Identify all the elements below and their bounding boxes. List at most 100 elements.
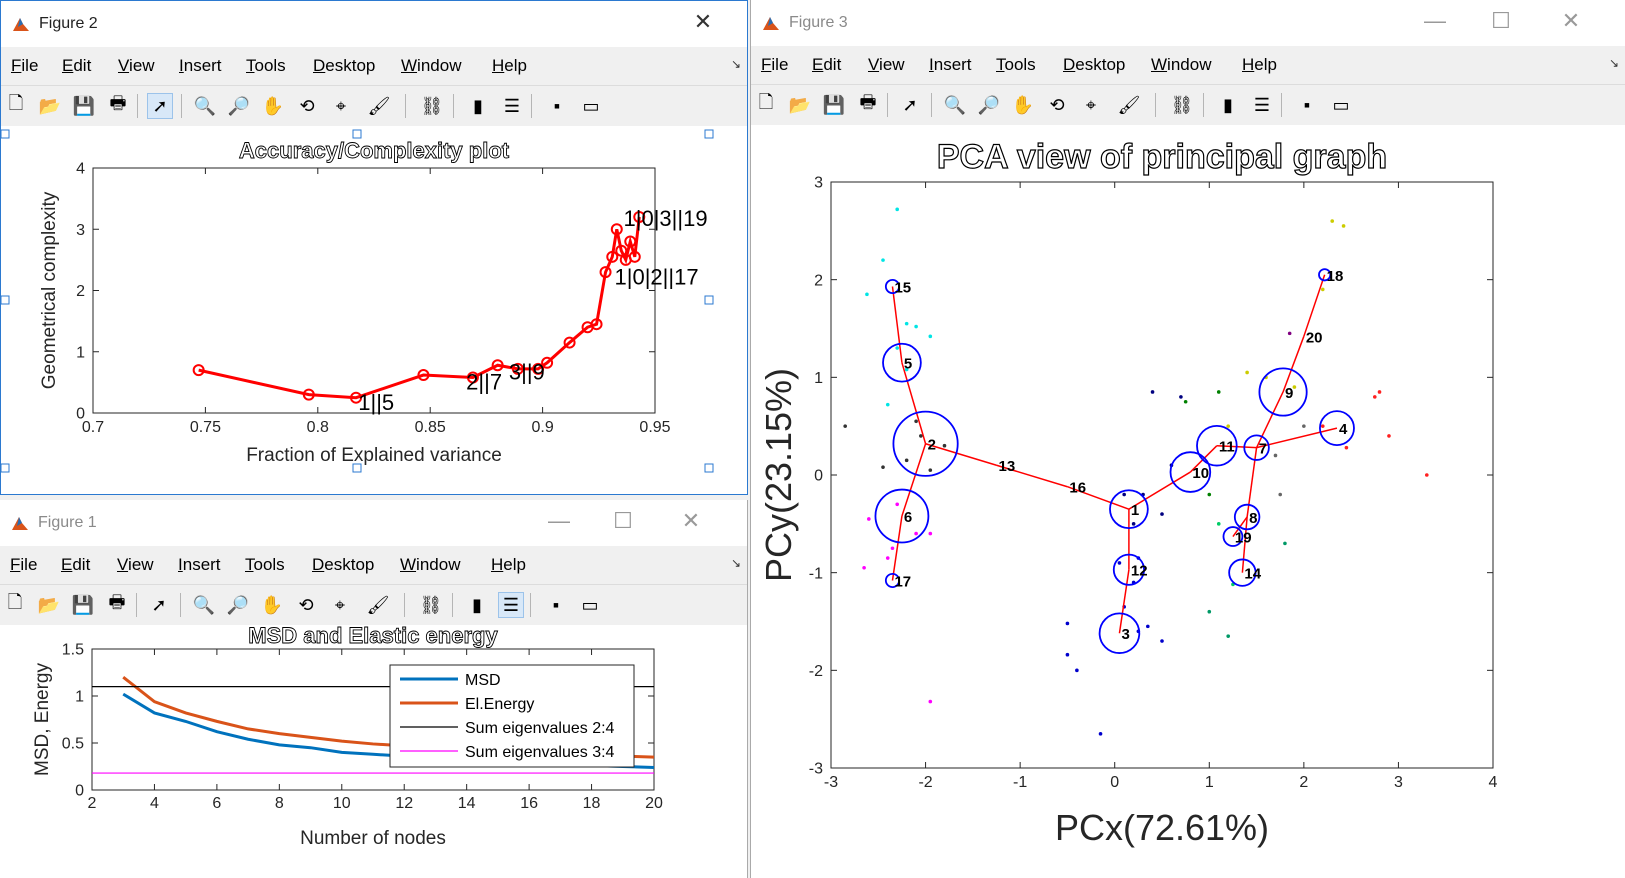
menu-insert[interactable]: Insert bbox=[179, 56, 222, 75]
data-point bbox=[895, 346, 899, 350]
menu-tools[interactable]: Tools bbox=[996, 55, 1036, 74]
minimize-button[interactable]: — bbox=[1424, 8, 1446, 33]
menu-help[interactable]: Help bbox=[1242, 55, 1277, 74]
selection-handle bbox=[1, 463, 10, 473]
menu-insert[interactable]: Insert bbox=[178, 555, 221, 574]
menu-window[interactable]: Window bbox=[400, 555, 461, 574]
link-plot-icon[interactable]: ⛓ bbox=[420, 95, 444, 116]
open-icon[interactable]: 📂 bbox=[38, 95, 62, 116]
print-icon[interactable]: 🖶 bbox=[859, 92, 877, 112]
menu-desktop[interactable]: Desktop bbox=[1063, 55, 1126, 74]
minimize-button[interactable]: — bbox=[548, 508, 570, 533]
menu-desktop[interactable]: Desktop bbox=[313, 56, 376, 75]
rotate-3d-icon[interactable]: ⟲ bbox=[299, 95, 315, 116]
data-cursor-icon[interactable]: ⌖ bbox=[335, 95, 347, 116]
menu-help[interactable]: Help bbox=[492, 56, 527, 75]
data-point bbox=[1183, 399, 1188, 404]
menu-tools[interactable]: Tools bbox=[246, 56, 286, 75]
data-point bbox=[1226, 424, 1230, 428]
zoom-out-icon[interactable]: 🔎 bbox=[227, 95, 251, 116]
zoom-in-icon[interactable]: 🔍 bbox=[943, 94, 967, 115]
legend-icon[interactable]: ☰ bbox=[498, 592, 524, 618]
graph-node bbox=[1169, 451, 1212, 493]
data-point bbox=[904, 367, 909, 372]
dock-icon[interactable]: ↘ bbox=[730, 556, 741, 570]
colorbar-icon[interactable]: ▮ bbox=[472, 594, 482, 615]
menu-view[interactable]: View bbox=[868, 55, 905, 74]
select-arrow-icon[interactable]: ➚ bbox=[151, 594, 167, 615]
new-figure-icon[interactable]: 🗋 bbox=[7, 592, 23, 612]
save-icon[interactable]: 💾 bbox=[72, 95, 96, 116]
rotate-3d-icon[interactable]: ⟲ bbox=[1049, 94, 1065, 115]
legend-icon[interactable]: ☰ bbox=[1253, 94, 1271, 115]
open-icon[interactable]: 📂 bbox=[788, 94, 812, 115]
data-cursor-icon[interactable]: ⌖ bbox=[1085, 94, 1097, 115]
menu-window[interactable]: Window bbox=[1151, 55, 1212, 74]
maximize-button[interactable]: ☐ bbox=[613, 508, 633, 533]
graph-node bbox=[884, 278, 900, 295]
data-point bbox=[942, 443, 947, 448]
zoom-in-icon[interactable]: 🔍 bbox=[193, 95, 217, 116]
msd-chart[interactable]: 2 4 6 8 10 12 14 16 18 20 0 0.5 1 1.5 MSD and Elastic … bbox=[0, 623, 746, 878]
menu-insert[interactable]: Insert bbox=[929, 55, 972, 74]
menu-window[interactable]: Window bbox=[401, 56, 462, 75]
brush-icon[interactable]: 🖌 bbox=[366, 594, 390, 615]
print-icon[interactable]: 🖶 bbox=[108, 592, 126, 612]
graph-node bbox=[1112, 553, 1145, 586]
menu-edit[interactable]: Edit bbox=[61, 555, 91, 574]
accuracy-chart[interactable]: 0.7 0.75 0.8 0.85 0.9 0.95 0 1 2 3 4 Accuracy/Compl… bbox=[1, 126, 747, 495]
maximize-button[interactable]: ☐ bbox=[1491, 8, 1511, 33]
legend-icon[interactable]: ☰ bbox=[503, 95, 521, 116]
data-point bbox=[1387, 434, 1391, 438]
close-button[interactable]: ✕ bbox=[693, 9, 713, 34]
save-icon[interactable]: 💾 bbox=[71, 594, 95, 615]
select-arrow-icon[interactable]: ➚ bbox=[902, 94, 918, 115]
pan-hand-icon[interactable]: ✋ bbox=[260, 594, 284, 615]
rotate-3d-icon[interactable]: ⟲ bbox=[298, 594, 314, 615]
menu-help[interactable]: Help bbox=[491, 555, 526, 574]
menu-view[interactable]: View bbox=[118, 56, 155, 75]
new-figure-icon[interactable]: 🗋 bbox=[758, 92, 774, 112]
toolbar-separator bbox=[1281, 93, 1282, 117]
show-plot-tools-icon[interactable]: ▭ bbox=[582, 95, 600, 116]
dock-icon[interactable]: ↘ bbox=[1608, 56, 1619, 70]
select-arrow-icon[interactable]: ➚ bbox=[147, 93, 173, 119]
print-icon[interactable]: 🖶 bbox=[109, 93, 127, 113]
menu-edit[interactable]: Edit bbox=[62, 56, 92, 75]
zoom-out-icon[interactable]: 🔎 bbox=[977, 94, 1001, 115]
dock-icon[interactable]: ↘ bbox=[730, 57, 741, 71]
data-cursor-icon[interactable]: ⌖ bbox=[334, 594, 346, 615]
colorbar-icon[interactable]: ▮ bbox=[1223, 94, 1233, 115]
menu-file[interactable]: File bbox=[761, 55, 789, 74]
y-tick-label: 0 bbox=[75, 783, 84, 800]
menu-file[interactable]: File bbox=[10, 555, 38, 574]
show-plot-tools-icon[interactable]: ▭ bbox=[581, 594, 599, 615]
hide-plot-tools-icon[interactable]: ▪ bbox=[1303, 94, 1311, 115]
hide-plot-tools-icon[interactable]: ▪ bbox=[553, 95, 561, 116]
toolbar-separator bbox=[931, 93, 932, 117]
data-point bbox=[885, 402, 890, 407]
menu-view[interactable]: View bbox=[117, 555, 154, 574]
close-button[interactable]: ✕ bbox=[1561, 8, 1581, 33]
toolbar-separator bbox=[453, 94, 454, 118]
zoom-out-icon[interactable]: 🔎 bbox=[226, 594, 250, 615]
colorbar-icon[interactable]: ▮ bbox=[473, 95, 483, 116]
hide-plot-tools-icon[interactable]: ▪ bbox=[552, 594, 560, 615]
show-plot-tools-icon[interactable]: ▭ bbox=[1332, 94, 1350, 115]
menu-edit[interactable]: Edit bbox=[812, 55, 842, 74]
pan-hand-icon[interactable]: ✋ bbox=[1011, 94, 1035, 115]
brush-icon[interactable]: 🖌 bbox=[1117, 94, 1141, 115]
link-plot-icon[interactable]: ⛓ bbox=[419, 594, 443, 615]
menu-desktop[interactable]: Desktop bbox=[312, 555, 375, 574]
close-button[interactable]: ✕ bbox=[681, 508, 701, 533]
brush-icon[interactable]: 🖌 bbox=[367, 95, 391, 116]
pan-hand-icon[interactable]: ✋ bbox=[261, 95, 285, 116]
save-icon[interactable]: 💾 bbox=[822, 94, 846, 115]
menu-file[interactable]: File bbox=[11, 56, 39, 75]
open-icon[interactable]: 📂 bbox=[37, 594, 61, 615]
menu-tools[interactable]: Tools bbox=[245, 555, 285, 574]
link-plot-icon[interactable]: ⛓ bbox=[1170, 94, 1194, 115]
new-figure-icon[interactable]: 🗋 bbox=[8, 93, 24, 113]
zoom-in-icon[interactable]: 🔍 bbox=[192, 594, 216, 615]
